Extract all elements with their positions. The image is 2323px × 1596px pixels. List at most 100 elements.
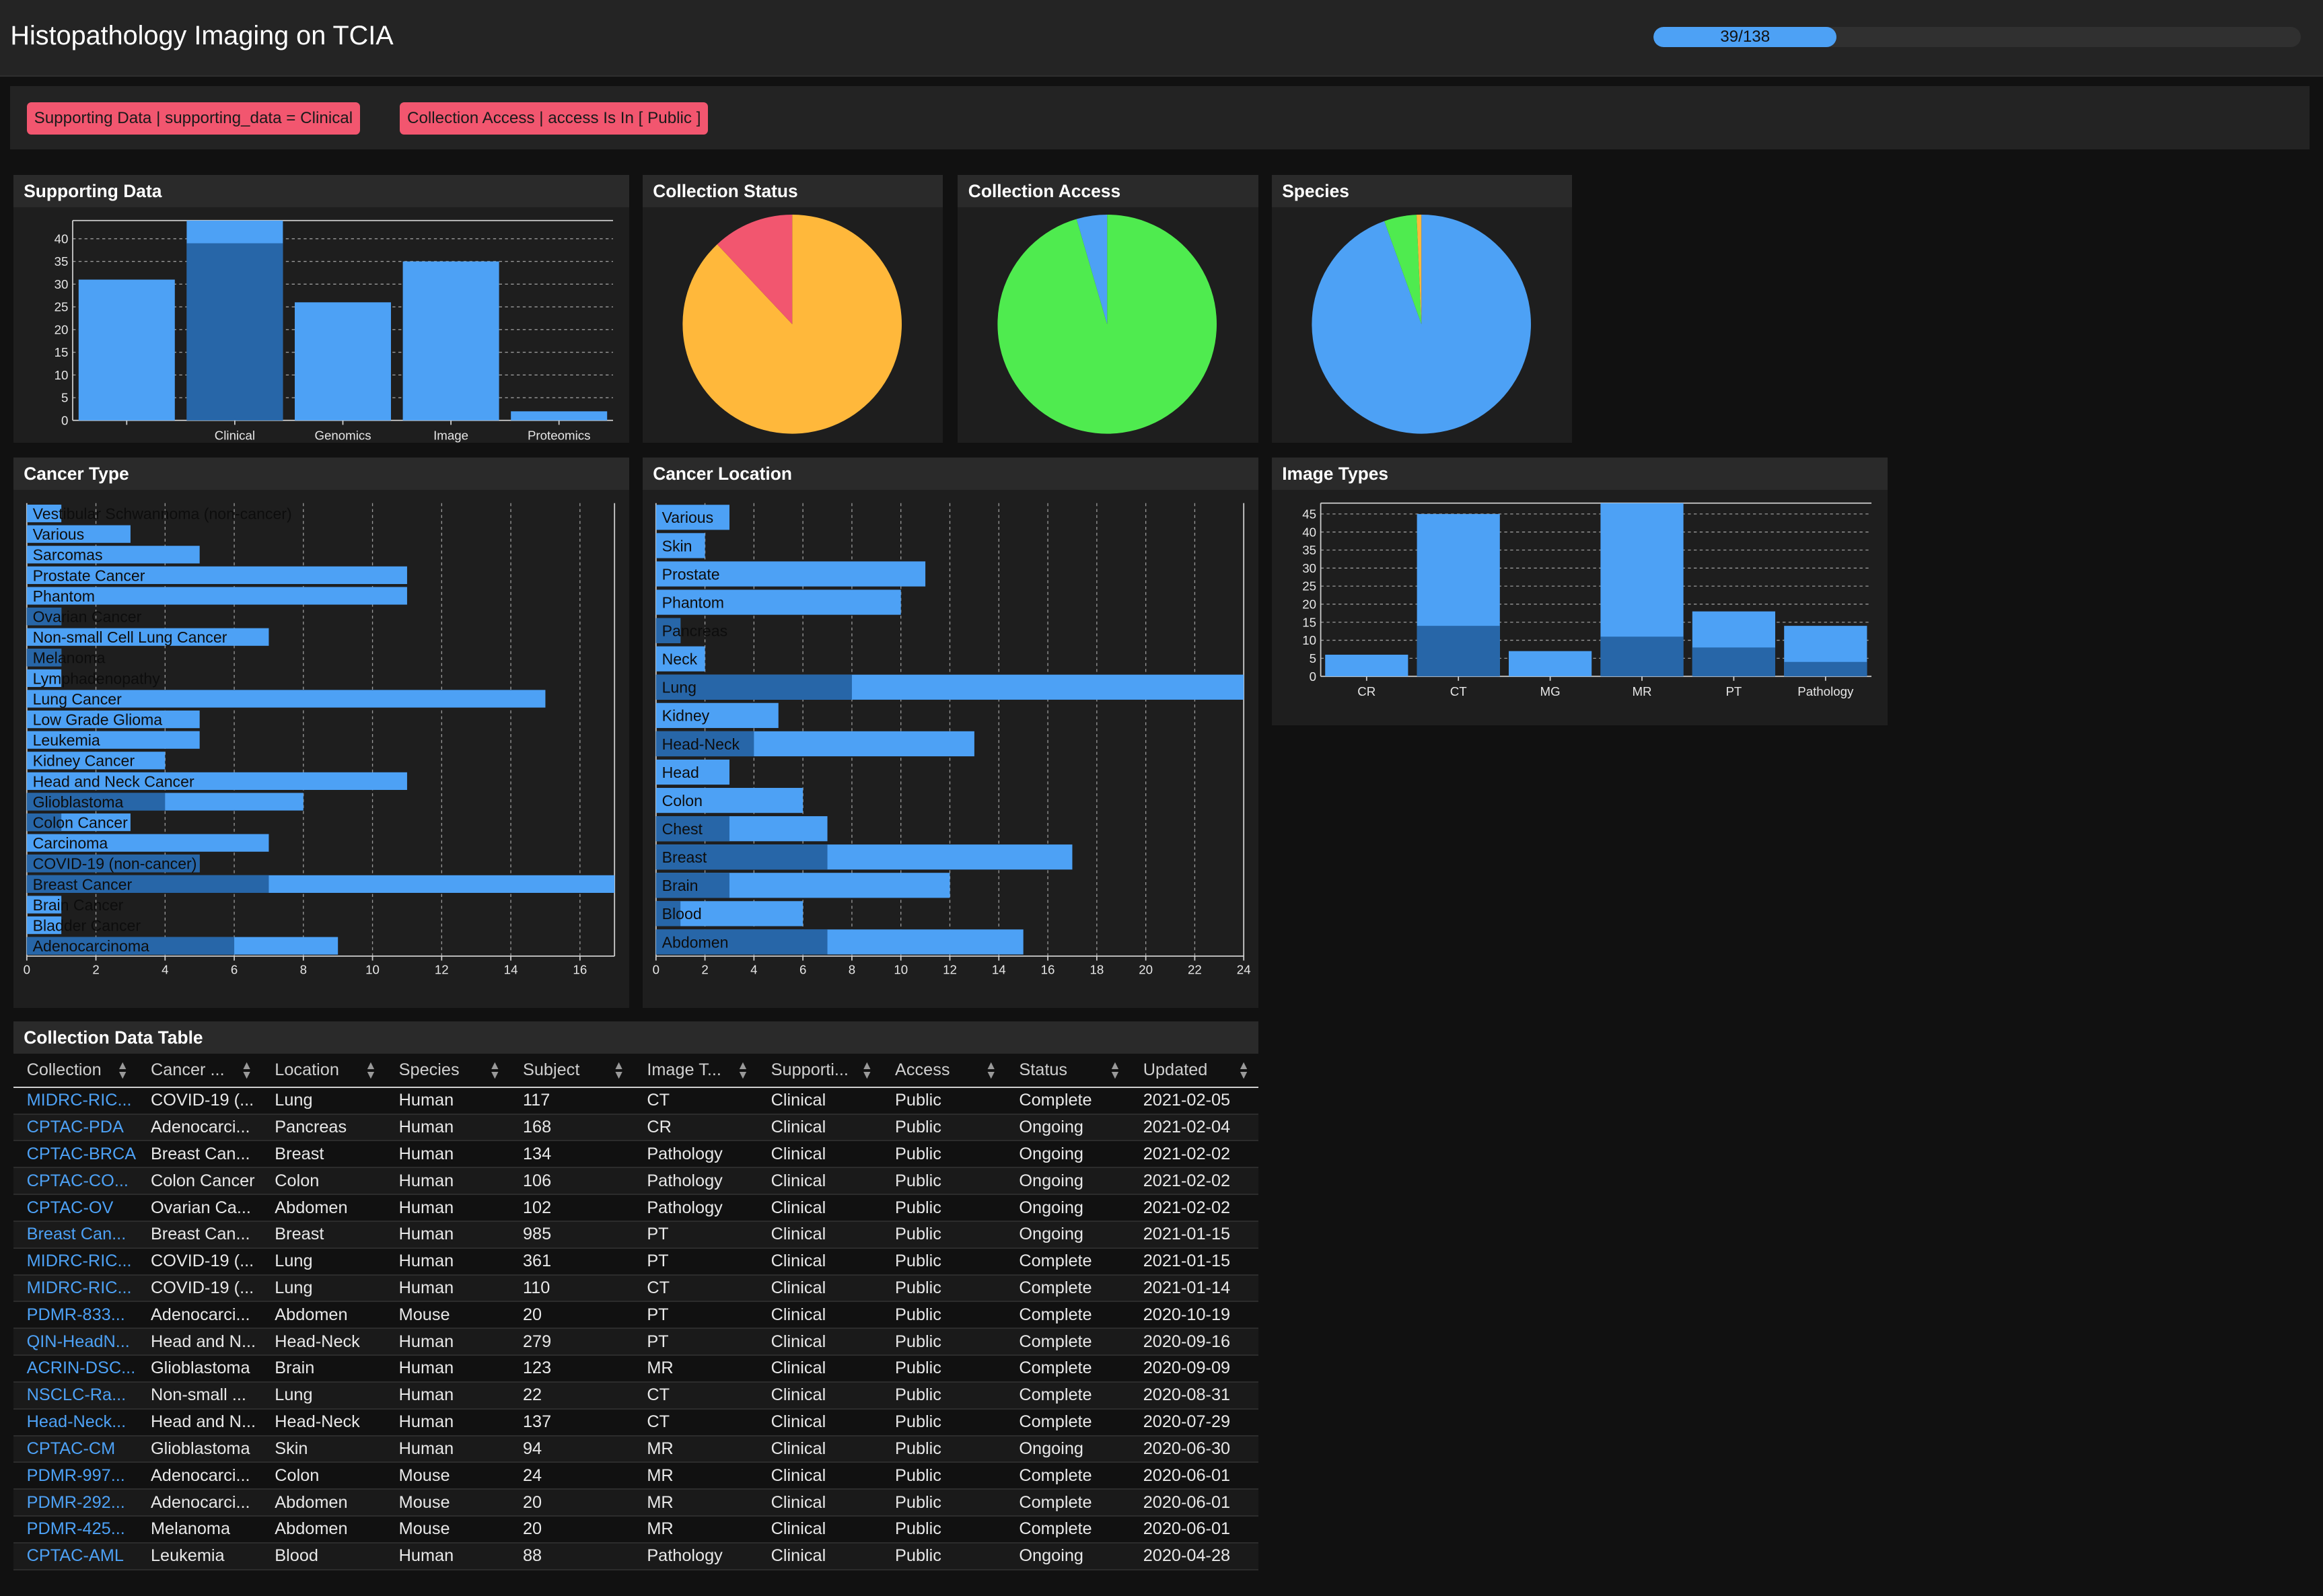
collection-link[interactable]: QIN-HeadN... bbox=[13, 1328, 138, 1356]
collection-link[interactable]: PDMR-997... bbox=[13, 1462, 138, 1490]
bar-neck[interactable] bbox=[655, 646, 705, 672]
pie-slice-1[interactable] bbox=[717, 214, 792, 324]
bar-selected-ovarian-cancer[interactable] bbox=[26, 608, 61, 626]
bar-selected-blood[interactable] bbox=[655, 901, 680, 927]
table-row[interactable]: PDMR-425... Melanoma Abdomen Mouse 20 MR Clini… bbox=[13, 1516, 1258, 1544]
bar-image[interactable] bbox=[402, 261, 499, 421]
sort-icon[interactable]: ▲ ▼ bbox=[365, 1058, 377, 1081]
collection-link[interactable]: MIDRC-RIC... bbox=[13, 1274, 138, 1303]
sort-icon[interactable]: ▲ ▼ bbox=[737, 1058, 749, 1081]
pie-slice-1[interactable] bbox=[1077, 214, 1108, 324]
table-row[interactable]: PDMR-292... Adenocarci... Abdomen Mouse 20 MR… bbox=[13, 1489, 1258, 1517]
table-row[interactable]: PDMR-833... Adenocarci... Abdomen Mouse 20 PT… bbox=[13, 1301, 1258, 1330]
bar-selected-pt[interactable] bbox=[1692, 647, 1775, 677]
sort-icon[interactable]: ▲ ▼ bbox=[240, 1058, 253, 1081]
bar-selected-glioblastoma[interactable] bbox=[26, 793, 166, 811]
bar-brain-cancer[interactable] bbox=[26, 896, 61, 914]
bar-selected-abdomen[interactable] bbox=[655, 929, 828, 955]
bar-selected-breast[interactable] bbox=[655, 844, 828, 870]
bar-kidney[interactable] bbox=[655, 702, 779, 729]
column-header-collection[interactable]: Collection ▲ ▼ bbox=[13, 1054, 138, 1088]
collection-link[interactable]: PDMR-833... bbox=[13, 1301, 138, 1330]
bar-selected-mr[interactable] bbox=[1600, 637, 1684, 677]
sort-icon[interactable]: ▲ ▼ bbox=[116, 1058, 129, 1081]
bar-selected-head-neck[interactable] bbox=[655, 731, 754, 757]
bar-selected-clinical[interactable] bbox=[186, 243, 283, 421]
bar-selected-melanoma[interactable] bbox=[26, 649, 61, 667]
bar-selected-chest[interactable] bbox=[655, 816, 729, 842]
collection-link[interactable]: CPTAC-CO... bbox=[13, 1167, 138, 1196]
collection-link[interactable]: Head-Neck... bbox=[13, 1408, 138, 1437]
bar-selected-pancreas[interactable] bbox=[655, 618, 680, 643]
pie-slice-0[interactable] bbox=[1312, 214, 1531, 434]
bar-selected-lung[interactable] bbox=[655, 674, 852, 700]
pie-slice-2[interactable] bbox=[1416, 214, 1421, 324]
table-row[interactable]: NSCLC-Ra... Non-small ... Lung Human 22 CT Cli… bbox=[13, 1381, 1258, 1410]
bar-bladder-cancer[interactable] bbox=[26, 916, 61, 935]
collection-link[interactable]: CPTAC-AML bbox=[13, 1542, 138, 1570]
table-row[interactable]: Head-Neck... Head and N... Head-Neck Human 1… bbox=[13, 1408, 1258, 1437]
collection-link[interactable]: Breast Can... bbox=[13, 1221, 138, 1249]
table-row[interactable]: CPTAC-PDA Adenocarci... Pancreas Human 168 CR… bbox=[13, 1114, 1258, 1142]
bar-cr[interactable] bbox=[1324, 655, 1408, 677]
column-header-image-t[interactable]: Image T... ▲ ▼ bbox=[633, 1054, 758, 1088]
table-row[interactable]: CPTAC-CO... Colon Cancer Colon Human 106 Path… bbox=[13, 1167, 1258, 1196]
pie-slice-0[interactable] bbox=[997, 214, 1217, 434]
bar-head[interactable] bbox=[655, 760, 729, 785]
table-row[interactable]: CPTAC-AML Leukemia Blood Human 88 Pathology Cl… bbox=[13, 1542, 1258, 1570]
bar-selected-covid-19-non-cancer[interactable] bbox=[26, 855, 200, 873]
column-header-access[interactable]: Access ▲ ▼ bbox=[882, 1054, 1006, 1088]
collection-link[interactable]: CPTAC-PDA bbox=[13, 1114, 138, 1142]
column-header-status[interactable]: Status ▲ ▼ bbox=[1005, 1054, 1130, 1088]
pie-slice-1[interactable] bbox=[1384, 215, 1421, 324]
table-row[interactable]: CPTAC-BRCA Breast Can... Breast Human 134 Pat… bbox=[13, 1140, 1258, 1169]
sort-icon[interactable]: ▲ ▼ bbox=[1238, 1058, 1250, 1081]
bar-lung-cancer[interactable] bbox=[26, 690, 546, 708]
bar-kidney-cancer[interactable] bbox=[26, 752, 166, 770]
table-row[interactable]: QIN-HeadN... Head and N... Head-Neck Human 2… bbox=[13, 1328, 1258, 1356]
column-header-supporti[interactable]: Supporti... ▲ ▼ bbox=[757, 1054, 882, 1088]
filter-chip-supporting-data[interactable]: Supporting Data | supporting_data = Clin… bbox=[26, 102, 361, 135]
bar-various[interactable] bbox=[655, 505, 729, 530]
bar-prostate[interactable] bbox=[655, 561, 925, 587]
collection-link[interactable]: NSCLC-Ra... bbox=[13, 1381, 138, 1410]
bar-selected-adenocarcinoma[interactable] bbox=[26, 937, 234, 955]
bar-mg[interactable] bbox=[1508, 651, 1592, 677]
table-row[interactable]: MIDRC-RIC... COVID-19 (... Lung Human 110 CT C… bbox=[13, 1274, 1258, 1303]
collection-link[interactable]: CPTAC-BRCA bbox=[13, 1140, 138, 1169]
bar-phantom[interactable] bbox=[26, 587, 407, 605]
bar-lymphadenopathy[interactable] bbox=[26, 669, 61, 688]
bar-carcinoma[interactable] bbox=[26, 834, 269, 852]
bar-leukemia[interactable] bbox=[26, 731, 200, 749]
bar-proteomics[interactable] bbox=[510, 411, 607, 421]
table-row[interactable]: MIDRC-RIC... COVID-19 (... Lung Human 117 CT C… bbox=[13, 1087, 1258, 1115]
sort-icon[interactable]: ▲ ▼ bbox=[489, 1058, 501, 1081]
column-header-cancer[interactable]: Cancer ... ▲ ▼ bbox=[137, 1054, 262, 1088]
table-row[interactable]: Breast Can... Breast Can... Breast Human 985… bbox=[13, 1221, 1258, 1249]
bar-skin[interactable] bbox=[655, 533, 705, 558]
sort-icon[interactable]: ▲ ▼ bbox=[612, 1058, 625, 1081]
bar-blank[interactable] bbox=[78, 279, 175, 421]
collection-link[interactable]: CPTAC-CM bbox=[13, 1435, 138, 1463]
table-row[interactable]: CPTAC-OV Ovarian Ca... Abdomen Human 102 Path… bbox=[13, 1194, 1258, 1222]
bar-selected-colon-cancer[interactable] bbox=[26, 813, 61, 832]
table-row[interactable]: MIDRC-RIC... COVID-19 (... Lung Human 361 PT C… bbox=[13, 1247, 1258, 1276]
bar-non-small-cell-lung-cancer[interactable] bbox=[26, 628, 269, 646]
column-header-subject[interactable]: Subject ▲ ▼ bbox=[509, 1054, 634, 1088]
column-header-location[interactable]: Location ▲ ▼ bbox=[261, 1054, 386, 1088]
column-header-updated[interactable]: Updated ▲ ▼ bbox=[1129, 1054, 1258, 1088]
collection-link[interactable]: PDMR-292... bbox=[13, 1489, 138, 1517]
collection-link[interactable]: PDMR-425... bbox=[13, 1516, 138, 1544]
sort-icon[interactable]: ▲ ▼ bbox=[985, 1058, 997, 1081]
table-row[interactable]: ACRIN-DSC... Glioblastoma Brain Human 123 MR C… bbox=[13, 1355, 1258, 1383]
collection-link[interactable]: CPTAC-OV bbox=[13, 1194, 138, 1222]
bar-sarcomas[interactable] bbox=[26, 546, 200, 564]
sort-icon[interactable]: ▲ ▼ bbox=[1109, 1058, 1121, 1081]
pie-slice-0[interactable] bbox=[682, 214, 902, 434]
filter-chip-collection-access[interactable]: Collection Access | access Is In [ Publi… bbox=[399, 102, 709, 135]
bar-selected-ct[interactable] bbox=[1417, 626, 1500, 677]
table-row[interactable]: PDMR-997... Adenocarci... Colon Mouse 24 MR Cl… bbox=[13, 1462, 1258, 1490]
bar-various[interactable] bbox=[26, 525, 131, 543]
table-row[interactable]: CPTAC-CM Glioblastoma Skin Human 94 MR Clinica… bbox=[13, 1435, 1258, 1463]
collection-link[interactable]: MIDRC-RIC... bbox=[13, 1247, 138, 1276]
